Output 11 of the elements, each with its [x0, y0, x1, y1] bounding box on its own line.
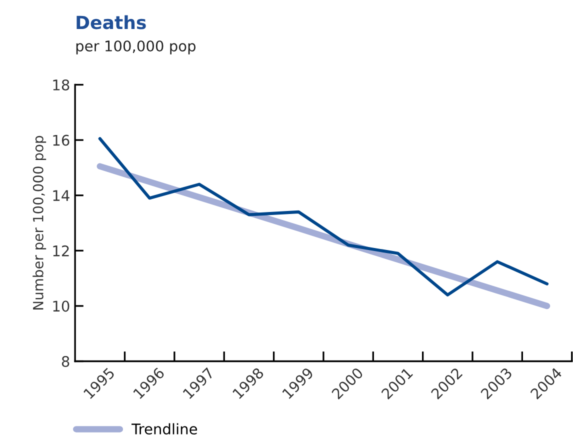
legend-label: Trendline	[132, 423, 198, 435]
chart-subtitle: per 100,000 pop	[76, 40, 196, 54]
y-axis-title: Number per 100,000 pop	[32, 136, 46, 310]
y-tick-label: 8	[62, 356, 70, 368]
y-tick-label: 10	[53, 300, 70, 312]
chart-title: Deaths	[76, 15, 146, 30]
y-tick-label: 18	[53, 79, 70, 90]
y-tick-label: 14	[53, 190, 70, 201]
line-series	[98, 137, 549, 296]
y-tick-label: 12	[53, 245, 69, 256]
y-tick-label: 16	[53, 134, 70, 146]
